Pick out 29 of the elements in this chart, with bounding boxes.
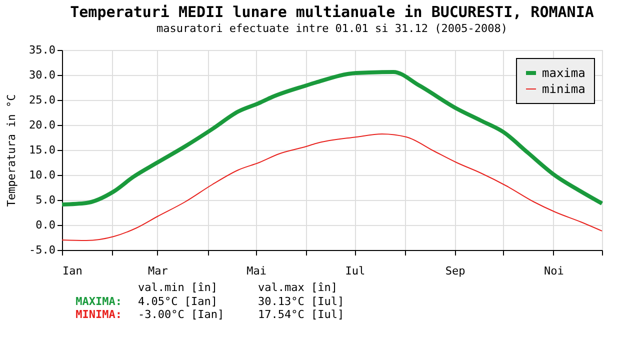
y-tick-label: 0.0 [36,218,56,232]
x-tick-label: Iul [345,264,366,278]
legend-label: minima [542,82,586,96]
line-series [62,134,602,241]
x-tick-label: Noi [544,264,564,278]
legend-label: maxima [542,66,586,80]
x-tick-label: Mar [148,264,168,278]
text: val.max [în] [258,281,338,294]
x-tick-label: Ian [62,264,82,278]
y-tick-label: -5.0 [29,244,56,256]
y-tick-label: 15.0 [29,144,56,156]
text: 4.05°C [Ian] [138,295,218,308]
text: 17.54°C [Iul] [258,308,344,321]
chart-subtitle: masuratori efectuate intre 01.01 si 31.12 (2005-2008) [156,22,508,35]
y-tick-label: 25.0 [29,94,56,106]
chart-title: Temperaturi MEDII lunare multianuale in BUCURESTI, ROMANIA [70,3,594,21]
text: MINIMA: [76,308,122,321]
text: 30.13°C [Iul] [258,295,344,308]
x-tick-label: Sep [445,264,466,278]
text: -3.00°C [Ian] [138,308,224,321]
y-tick-label: 30.0 [29,68,56,82]
x-tick-label: Mai [246,264,266,278]
y-tick-label: 20.0 [29,118,56,132]
y-tick-label: 10.0 [29,168,56,182]
text: val.min [în] [138,281,218,294]
y-tick-label: 5.0 [36,194,56,206]
y-axis-title: Temperatura in °C [5,94,18,207]
y-tick-label: 35.0 [29,44,56,56]
text: MAXIMA: [76,295,122,308]
